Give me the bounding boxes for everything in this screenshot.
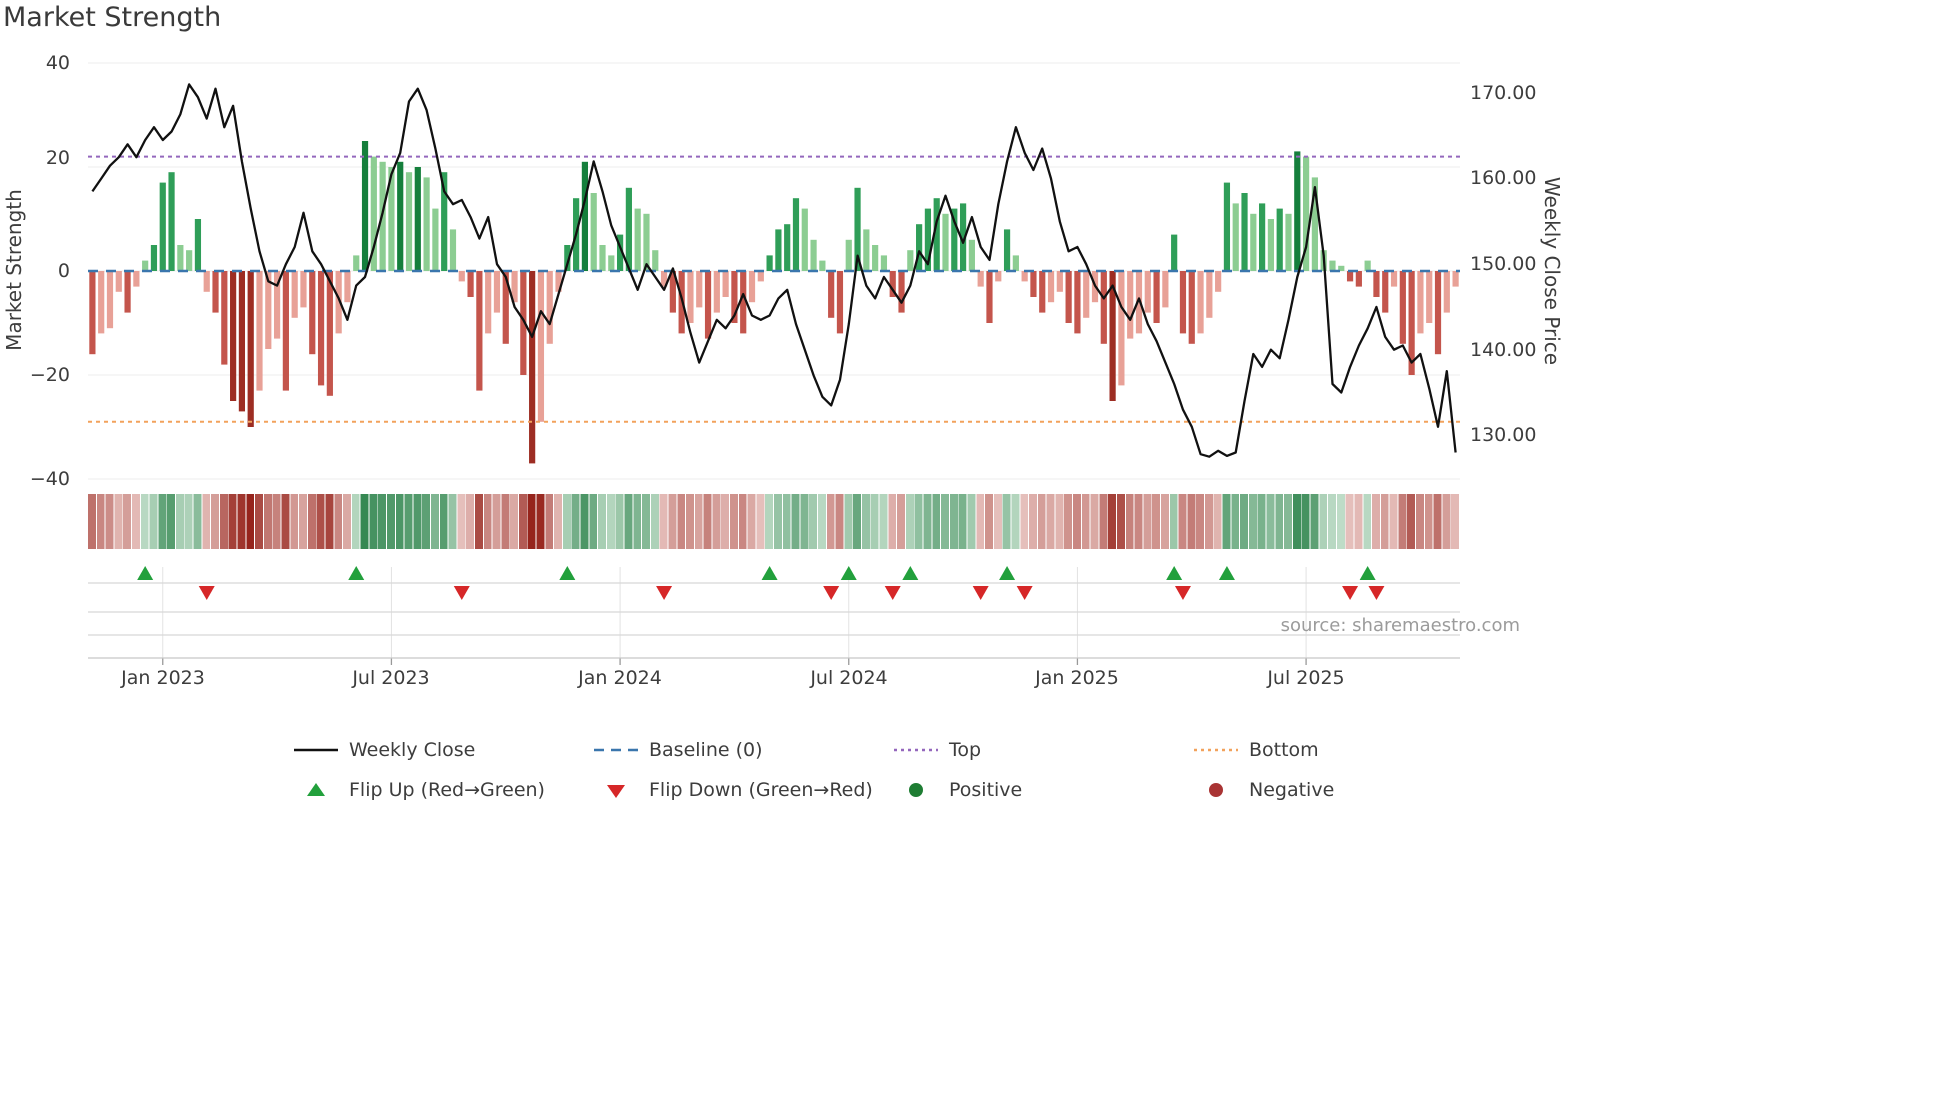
legend-item-flip-up: Flip Up (Red→Green) <box>292 773 592 807</box>
legend-item-top: Top <box>892 733 1192 767</box>
legend-label: Weekly Close <box>349 739 476 761</box>
right-y-tick: 170.00 <box>1470 82 1537 104</box>
x-tick-label: Jan 2025 <box>1035 667 1119 689</box>
legend-label: Baseline (0) <box>649 739 763 761</box>
x-tick-label: Jul 2024 <box>810 667 888 689</box>
legend-label: Negative <box>1249 779 1335 801</box>
weekly-close-line-icon <box>294 748 338 752</box>
right-y-tick: 160.00 <box>1470 167 1537 189</box>
x-tick-label: Jul 2023 <box>352 667 430 689</box>
legend-label: Flip Down (Green→Red) <box>649 779 873 801</box>
legend-label: Positive <box>949 779 1023 801</box>
x-tick-label: Jul 2025 <box>1267 667 1345 689</box>
right-y-tick: 150.00 <box>1470 253 1537 275</box>
legend-label: Flip Up (Red→Green) <box>349 779 545 801</box>
source-attribution: source: sharemaestro.com <box>1280 615 1520 636</box>
chart-legend: Weekly Close Baseline (0) Top Bottom Fli… <box>292 733 1492 807</box>
legend-item-flip-down: Flip Down (Green→Red) <box>592 773 892 807</box>
x-tick-label: Jan 2024 <box>578 667 662 689</box>
flip-down-triangle-icon <box>607 785 625 798</box>
left-y-tick: −40 <box>29 468 70 490</box>
legend-label: Top <box>949 739 982 761</box>
legend-item-baseline: Baseline (0) <box>592 733 892 767</box>
chart-canvas <box>88 62 1460 665</box>
top-line-icon <box>894 748 938 752</box>
legend-item-positive: Positive <box>892 773 1192 807</box>
left-y-tick: −20 <box>29 364 70 386</box>
positive-circle-icon <box>909 783 923 797</box>
x-tick-label: Jan 2023 <box>121 667 205 689</box>
left-y-tick: 20 <box>45 147 70 169</box>
legend-item-weekly-close: Weekly Close <box>292 733 592 767</box>
baseline-dash-icon <box>594 748 638 752</box>
legend-item-negative: Negative <box>1192 773 1492 807</box>
flip-up-triangle-icon <box>307 783 325 796</box>
left-y-tick: 40 <box>45 52 70 74</box>
bottom-line-icon <box>1194 748 1238 752</box>
page-title: Market Strength <box>3 2 222 33</box>
negative-circle-icon <box>1209 783 1223 797</box>
legend-item-bottom: Bottom <box>1192 733 1492 767</box>
legend-label: Bottom <box>1249 739 1319 761</box>
right-y-tick: 140.00 <box>1470 339 1537 361</box>
right-y-tick: 130.00 <box>1470 424 1537 446</box>
left-y-tick: 0 <box>57 260 70 282</box>
